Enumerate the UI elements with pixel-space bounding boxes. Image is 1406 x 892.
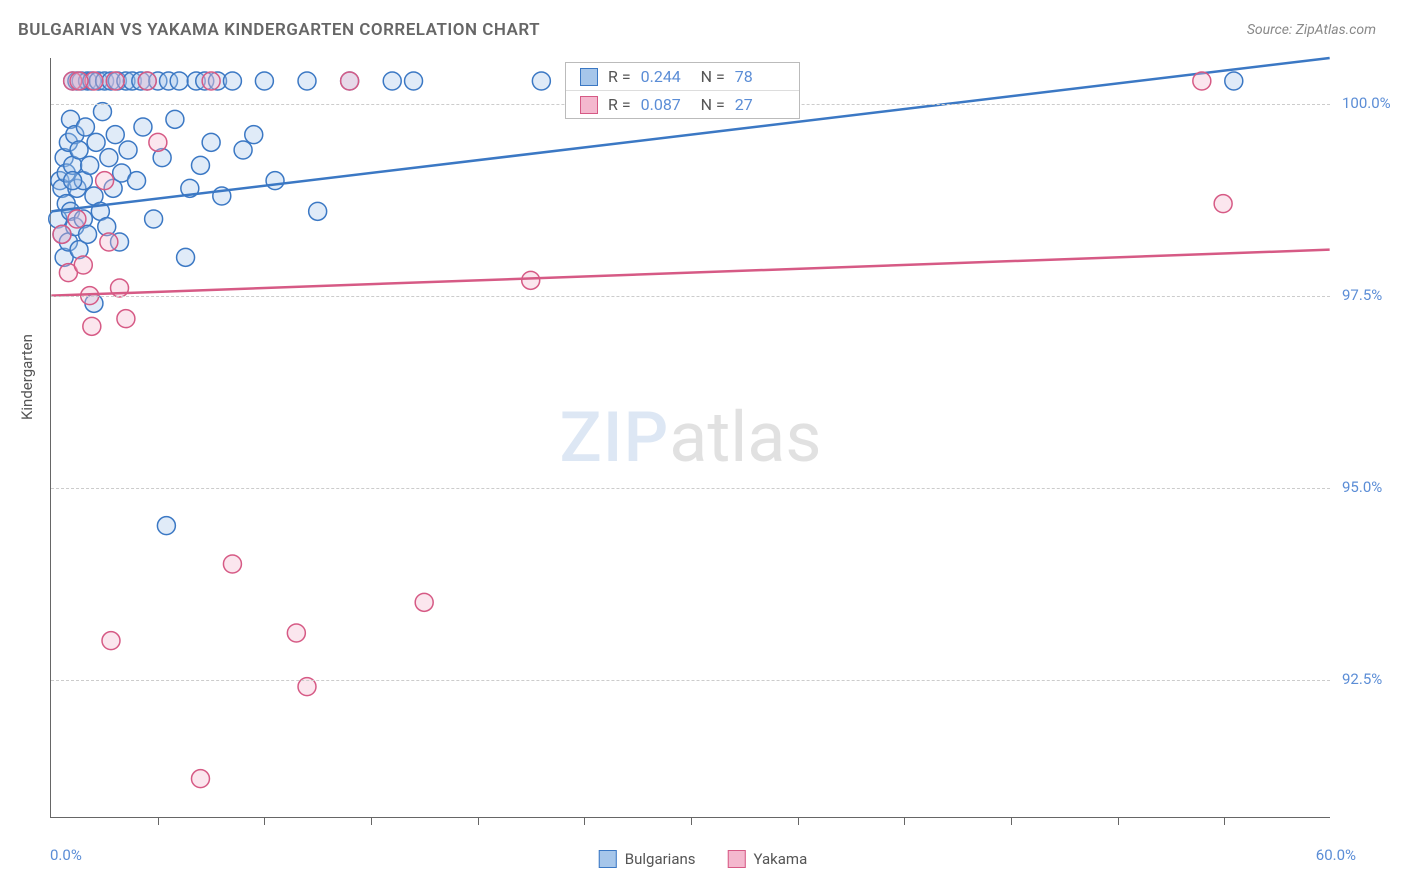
data-point: [405, 72, 423, 90]
data-point: [117, 310, 135, 328]
data-point: [119, 141, 137, 159]
trend-line: [51, 250, 1329, 296]
chart-title: BULGARIAN VS YAKAMA KINDERGARTEN CORRELA…: [18, 20, 540, 40]
data-point: [170, 72, 188, 90]
data-point: [298, 72, 316, 90]
data-point: [145, 210, 163, 228]
data-point: [287, 624, 305, 642]
data-point: [128, 172, 146, 190]
data-point: [134, 118, 152, 136]
data-point: [245, 126, 263, 144]
x-min-label: 0.0%: [50, 846, 82, 864]
stats-row: R = 0.244 N = 78: [566, 63, 799, 91]
stats-swatch: [580, 68, 598, 86]
data-point: [177, 248, 195, 266]
data-point: [76, 118, 94, 136]
stats-swatch: [580, 96, 598, 114]
x-tick: [798, 817, 799, 825]
data-point: [96, 172, 114, 190]
stat-r-value: 0.087: [641, 95, 691, 114]
legend-label: Yakama: [754, 850, 808, 868]
data-point: [191, 770, 209, 788]
data-point: [1225, 72, 1243, 90]
data-point: [1193, 72, 1211, 90]
legend-swatch: [599, 850, 617, 868]
data-point: [106, 72, 124, 90]
data-point: [202, 72, 220, 90]
data-point: [79, 225, 97, 243]
data-point: [100, 149, 118, 167]
data-point: [100, 233, 118, 251]
data-point: [70, 141, 88, 159]
legend-item: Yakama: [728, 850, 808, 868]
data-point: [202, 133, 220, 151]
data-point: [53, 225, 71, 243]
x-tick: [264, 817, 265, 825]
x-tick: [1224, 817, 1225, 825]
data-point: [234, 141, 252, 159]
stat-r-label: R =: [608, 67, 631, 86]
stat-n-label: N =: [701, 95, 725, 114]
data-point: [74, 256, 92, 274]
data-point: [81, 156, 99, 174]
x-tick: [478, 817, 479, 825]
x-tick: [584, 817, 585, 825]
data-point: [532, 72, 550, 90]
data-point: [191, 156, 209, 174]
data-point: [383, 72, 401, 90]
data-point: [255, 72, 273, 90]
stat-r-label: R =: [608, 95, 631, 114]
bottom-legend: Bulgarians Yakama: [599, 850, 807, 868]
data-point: [64, 172, 82, 190]
data-point: [223, 555, 241, 573]
stat-n-value: 78: [735, 67, 785, 86]
plot-area: ZIPatlas: [50, 58, 1330, 818]
data-point: [415, 593, 433, 611]
legend-label: Bulgarians: [625, 850, 696, 868]
data-point: [223, 72, 241, 90]
y-axis-label: Kindergarten: [18, 334, 36, 420]
stats-box: R = 0.244 N = 78 R = 0.087 N = 27: [565, 62, 800, 119]
data-point: [266, 172, 284, 190]
y-tick-label: 97.5%: [1342, 286, 1382, 304]
data-point: [68, 210, 86, 228]
gridline: [51, 488, 1330, 489]
x-max-label: 60.0%: [1316, 846, 1356, 864]
data-point: [149, 133, 167, 151]
source-label: Source: ZipAtlas.com: [1247, 22, 1376, 38]
data-point: [87, 133, 105, 151]
data-point: [102, 632, 120, 650]
data-point: [83, 317, 101, 335]
x-tick: [1118, 817, 1119, 825]
gridline: [51, 296, 1330, 297]
x-tick: [691, 817, 692, 825]
x-tick: [158, 817, 159, 825]
data-point: [138, 72, 156, 90]
gridline: [51, 680, 1330, 681]
data-point: [70, 72, 88, 90]
legend-item: Bulgarians: [599, 850, 696, 868]
data-point: [93, 103, 111, 121]
data-point: [522, 271, 540, 289]
data-point: [166, 110, 184, 128]
y-tick-label: 92.5%: [1342, 670, 1382, 688]
stat-n-value: 27: [735, 95, 785, 114]
x-tick: [904, 817, 905, 825]
stats-row: R = 0.087 N = 27: [566, 91, 799, 118]
data-point: [341, 72, 359, 90]
legend-swatch: [728, 850, 746, 868]
data-point: [1214, 195, 1232, 213]
x-tick: [1011, 817, 1012, 825]
stat-n-label: N =: [701, 67, 725, 86]
y-tick-label: 100.0%: [1342, 94, 1391, 112]
data-point: [157, 517, 175, 535]
chart-container: BULGARIAN VS YAKAMA KINDERGARTEN CORRELA…: [0, 0, 1406, 892]
y-tick-label: 95.0%: [1342, 478, 1382, 496]
plot-svg: [51, 58, 1330, 817]
stat-r-value: 0.244: [641, 67, 691, 86]
x-tick: [371, 817, 372, 825]
data-point: [309, 202, 327, 220]
data-point: [106, 126, 124, 144]
